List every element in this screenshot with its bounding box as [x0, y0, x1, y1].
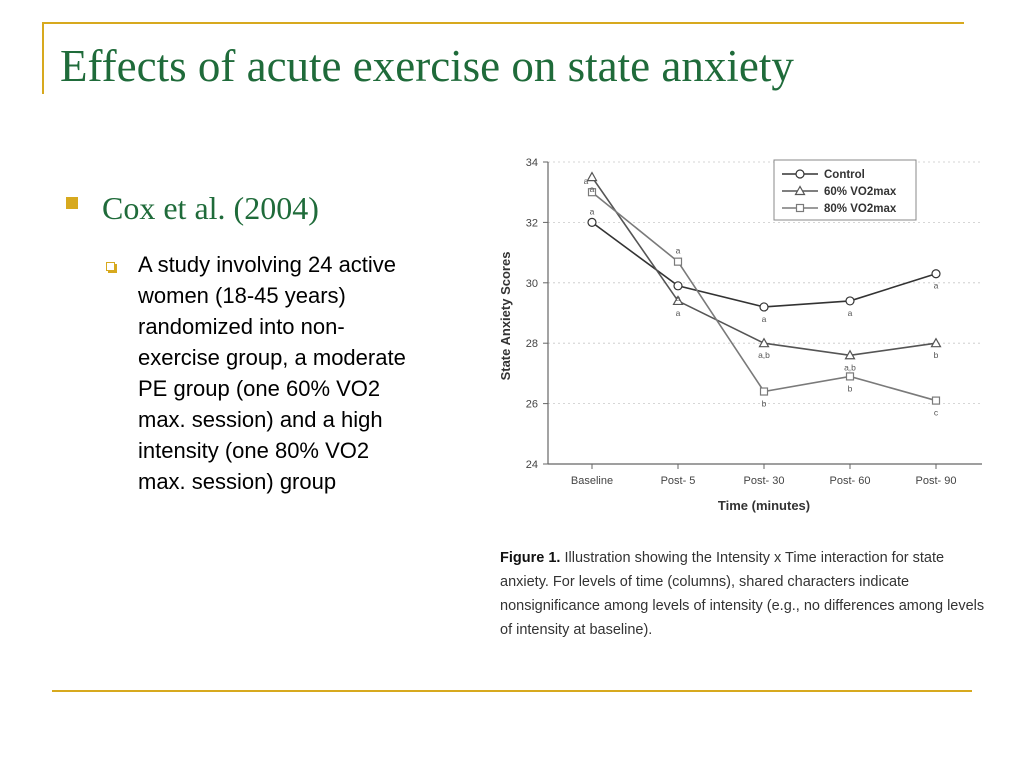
- significance-letter: a: [676, 293, 681, 303]
- significance-letter: a: [676, 308, 681, 318]
- significance-letter: b: [762, 399, 767, 409]
- y-tick-label: 28: [526, 338, 538, 350]
- left-rule: [42, 22, 44, 94]
- data-point: [931, 269, 941, 279]
- citation-bullet: Cox et al. (2004): [102, 190, 319, 226]
- significance-letter: a,b: [844, 362, 856, 372]
- y-tick-label: 34: [526, 157, 538, 169]
- figure-caption: Figure 1. Illustration showing the Inten…: [500, 546, 995, 642]
- data-point: [758, 337, 770, 348]
- data-point: [759, 302, 769, 312]
- study-description: A study involving 24 active women (18-45…: [138, 252, 406, 494]
- significance-letter: a: [584, 176, 589, 186]
- legend-marker: [795, 203, 805, 213]
- legend-label: 60% VO2max: [824, 186, 897, 198]
- data-point: [672, 295, 684, 306]
- significance-letter: a: [848, 308, 853, 318]
- x-tick-label: Baseline: [571, 475, 613, 487]
- data-point: [586, 171, 598, 182]
- y-tick-label: 26: [526, 399, 538, 411]
- data-point: [587, 188, 597, 197]
- line-chart: 24 26 28 30 32 34 Baseline Post- 5 Post- 30 Post-…: [498, 157, 982, 513]
- significance-letter: a: [590, 184, 595, 194]
- x-axis-label: Time (minutes): [718, 498, 810, 513]
- significance-letter: a: [676, 246, 681, 256]
- significance-letter: a,b: [758, 350, 770, 360]
- significance-letter: b: [848, 383, 853, 393]
- x-tick-label: Post- 5: [661, 475, 696, 487]
- x-tick-label: Post- 30: [744, 475, 785, 487]
- slide-title: Effects of acute exercise on state anxie…: [60, 41, 794, 91]
- x-tick-label: Post- 90: [916, 475, 957, 487]
- y-axis-label: State Anxiety Scores: [498, 252, 513, 381]
- data-point: [845, 296, 855, 306]
- bullet-square-icon: [66, 197, 78, 209]
- y-tick-label: 24: [526, 459, 538, 471]
- y-tick-label: 32: [526, 217, 538, 229]
- legend-marker: [795, 169, 805, 179]
- legend-marker: [794, 185, 806, 196]
- data-point: [845, 372, 855, 381]
- significance-letter: a: [762, 314, 767, 324]
- significance-letter: c: [934, 408, 939, 418]
- legend: Control 60% VO2max 80% VO2max: [773, 159, 917, 221]
- significance-letter: b: [934, 350, 939, 360]
- data-point: [931, 396, 941, 405]
- figure-caption-text: Illustration showing the Intensity x Tim…: [500, 550, 985, 638]
- legend-label: Control: [824, 169, 865, 181]
- chart-figure: 24 26 28 30 32 34 Baseline Post- 5 Post- 30 Post-…: [492, 150, 992, 650]
- bottom-rule: [52, 690, 972, 692]
- series-line: [591, 191, 937, 402]
- data-point: [844, 349, 856, 360]
- figure-caption-label: Figure 1.: [500, 550, 561, 566]
- significance-letter: a: [934, 281, 939, 291]
- sub-bullet-box-icon: [106, 262, 115, 271]
- x-tick-label: Post- 60: [830, 475, 871, 487]
- significance-letter: a: [590, 206, 595, 216]
- data-point: [587, 217, 597, 228]
- data-point: [759, 387, 769, 396]
- series-line: [591, 221, 937, 308]
- legend-label: 80% VO2max: [824, 203, 897, 215]
- data-point: [673, 281, 683, 291]
- data-point: [673, 257, 683, 266]
- data-point: [930, 337, 942, 348]
- y-tick-label: 30: [526, 278, 538, 290]
- top-rule: [42, 22, 964, 24]
